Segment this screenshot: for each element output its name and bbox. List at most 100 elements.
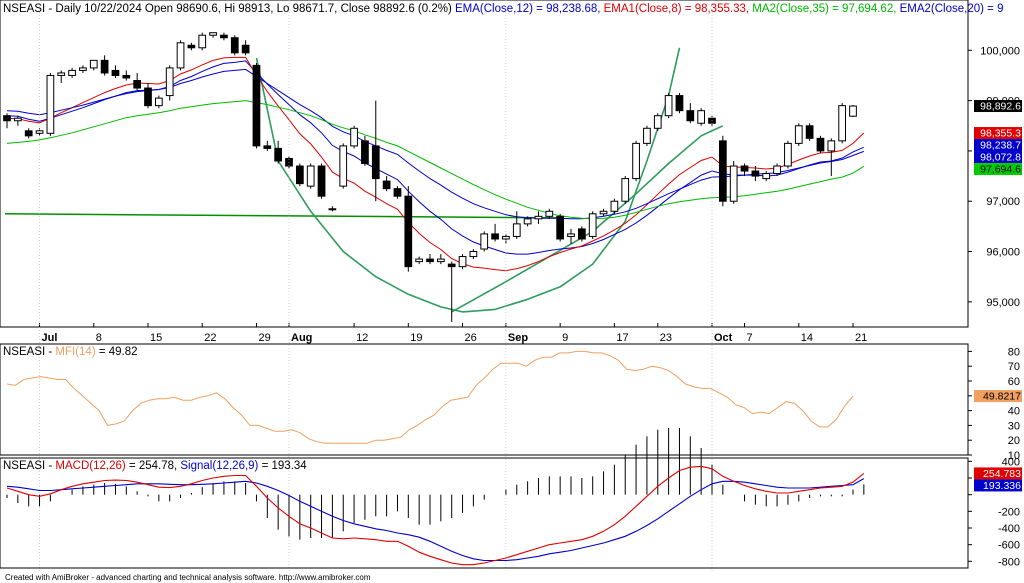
macd-header-part: NSEASI - xyxy=(3,460,55,472)
price-header-part: EMA2(Close,20) = 9 xyxy=(900,3,1004,15)
candle-down xyxy=(144,87,152,107)
candle-down xyxy=(317,165,326,197)
long-ma-line xyxy=(4,213,561,219)
candle-down xyxy=(295,165,304,185)
price-header-part: EMA1(Close,8) = 98,355.33, xyxy=(604,3,753,15)
candle-down xyxy=(111,69,120,76)
x-tick-label: 9 xyxy=(562,332,568,344)
mfi-value-badge xyxy=(974,390,1022,403)
macd-tick-label: -200 xyxy=(998,506,1020,518)
x-tick-label: 14 xyxy=(801,332,813,344)
candle-down xyxy=(393,188,402,197)
candle-down xyxy=(187,44,196,49)
x-tick-label: 8 xyxy=(96,332,102,344)
macd-tick-label: -600 xyxy=(998,540,1020,552)
candle-down xyxy=(675,95,684,112)
x-tick-label: 22 xyxy=(204,332,216,344)
mfi-value-badge-text: 49.8217 xyxy=(983,391,1021,403)
footer-credit: Created with AmiBroker - advanced charti… xyxy=(5,573,371,582)
mfi-tick-label: 10 xyxy=(1008,450,1020,462)
price-tick-label: 100,000 xyxy=(980,45,1020,57)
candle-up xyxy=(643,127,651,144)
candle-down xyxy=(241,44,250,54)
candle-down xyxy=(426,258,434,263)
candle-down xyxy=(252,64,261,147)
candle-down xyxy=(556,215,565,240)
candle-up xyxy=(588,213,597,237)
candle-up xyxy=(773,165,781,175)
candle-down xyxy=(230,37,239,54)
candle-up xyxy=(339,145,348,187)
candle-up xyxy=(784,142,792,167)
x-tick-label: 12 xyxy=(356,332,368,344)
macd-tick-label: -400 xyxy=(998,523,1020,535)
candle-up xyxy=(469,251,478,258)
candle-down xyxy=(404,195,413,268)
candle-up xyxy=(567,233,575,237)
candle-down xyxy=(805,125,814,139)
mfi-pane-frame xyxy=(0,343,969,456)
x-tick-label: 15 xyxy=(150,332,162,344)
macd-pane[interactable]: -800 -600 -400 -200 400 NSEASI - MACD(12,26) … xyxy=(0,428,1022,569)
macd-header-part: = 254.78, xyxy=(129,460,180,472)
x-tick-label: 21 xyxy=(855,332,867,344)
price-value-badge xyxy=(974,151,1022,164)
candle-down xyxy=(577,228,586,240)
price-pane[interactable]: Jul 8 15 22 29 Aug 12 19 26 Sep 9 17 23 Oct 7 14 21 95,00… xyxy=(0,0,1022,571)
x-tick-label: Sep xyxy=(508,332,528,344)
macd-value-badge xyxy=(974,467,1022,480)
x-tick-label: 26 xyxy=(465,332,477,344)
mfi-pane[interactable]: 10 20 30 40 60 70 80 NSEASI - MFI(14) = 49.82 4… xyxy=(0,343,1022,462)
candle-up xyxy=(599,210,608,215)
x-tick-label: 7 xyxy=(747,332,753,344)
x-tick-label: 19 xyxy=(410,332,422,344)
mfi-tick-label: 30 xyxy=(1008,420,1020,432)
candle-up xyxy=(328,208,337,211)
price-header-part: EMA(Close,12) = 98,238.68, xyxy=(455,3,604,15)
candle-up xyxy=(79,67,87,71)
macd-value-badge xyxy=(974,479,1022,492)
candle-up xyxy=(165,67,174,97)
candle-down xyxy=(220,34,228,39)
candle-down xyxy=(361,140,369,165)
candle-down xyxy=(263,145,272,149)
candle-up xyxy=(89,59,98,69)
price-value-badge-text: 97,694.6 xyxy=(980,164,1021,176)
candle-down xyxy=(3,115,11,122)
candle-up xyxy=(176,42,185,69)
price-value-badge xyxy=(974,127,1022,140)
candle-down xyxy=(133,79,142,89)
macd-value-badge-text: 254.783 xyxy=(983,468,1021,480)
candle-up xyxy=(458,256,467,268)
candle-up xyxy=(838,105,847,142)
price-header: NSEASI - Daily 10/22/2024 Open 98690.6, … xyxy=(3,3,1003,15)
candle-down xyxy=(447,263,456,268)
macd-header-part: Signal(12,26,9) xyxy=(180,460,261,472)
mfi-tick-label: 60 xyxy=(1008,376,1020,388)
price-value-badge xyxy=(974,163,1022,176)
x-tick-label: 23 xyxy=(660,332,672,344)
candle-down xyxy=(740,165,749,172)
price-pane-frame xyxy=(0,0,969,328)
series-line-ema1-close-8- xyxy=(6,56,865,272)
mfi-header: NSEASI - MFI(14) = 49.82 xyxy=(3,346,138,358)
arc-study-1 xyxy=(255,47,681,313)
candle-up xyxy=(664,95,673,117)
mfi-header-part: NSEASI - xyxy=(3,346,55,358)
macd-value-badge-text: 193.336 xyxy=(983,480,1021,492)
candle-down xyxy=(274,147,283,162)
candle-up xyxy=(762,173,771,180)
macd-pane-frame xyxy=(0,457,969,569)
series-line-signal xyxy=(6,478,865,562)
macd-header-part: = 193.34 xyxy=(262,460,308,472)
x-tick-label: 17 xyxy=(616,332,628,344)
macd-header: NSEASI - MACD(12,26) = 254.78, Signal(12… xyxy=(3,460,307,472)
candle-up xyxy=(436,258,445,263)
candle-up xyxy=(621,178,630,202)
candle-down xyxy=(816,137,825,152)
candle-up xyxy=(306,165,315,187)
x-tick-label: 29 xyxy=(258,332,270,344)
candle-up xyxy=(46,74,55,134)
mfi-header-part: MFI(14) xyxy=(55,346,98,358)
